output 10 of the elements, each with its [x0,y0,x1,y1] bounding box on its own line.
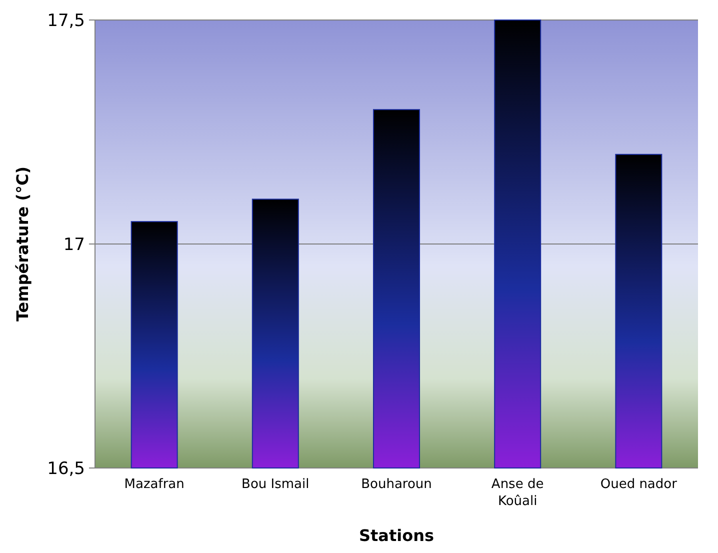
y-tick-label: 16,5 [47,458,85,479]
y-axis-title: Température (°C) [13,166,32,322]
x-tick-label: Bouharoun [361,477,432,492]
x-tick-label: Bou Ismail [242,477,310,492]
x-tick-label: Anse de Koûali [491,477,544,509]
y-tick-label: 17 [63,234,85,255]
x-tick-label: Mazafran [124,477,184,492]
x-axis-title: Stations [358,526,434,545]
y-tick-label: 17,5 [47,10,85,31]
x-tick-label: Oued nador [600,477,678,492]
